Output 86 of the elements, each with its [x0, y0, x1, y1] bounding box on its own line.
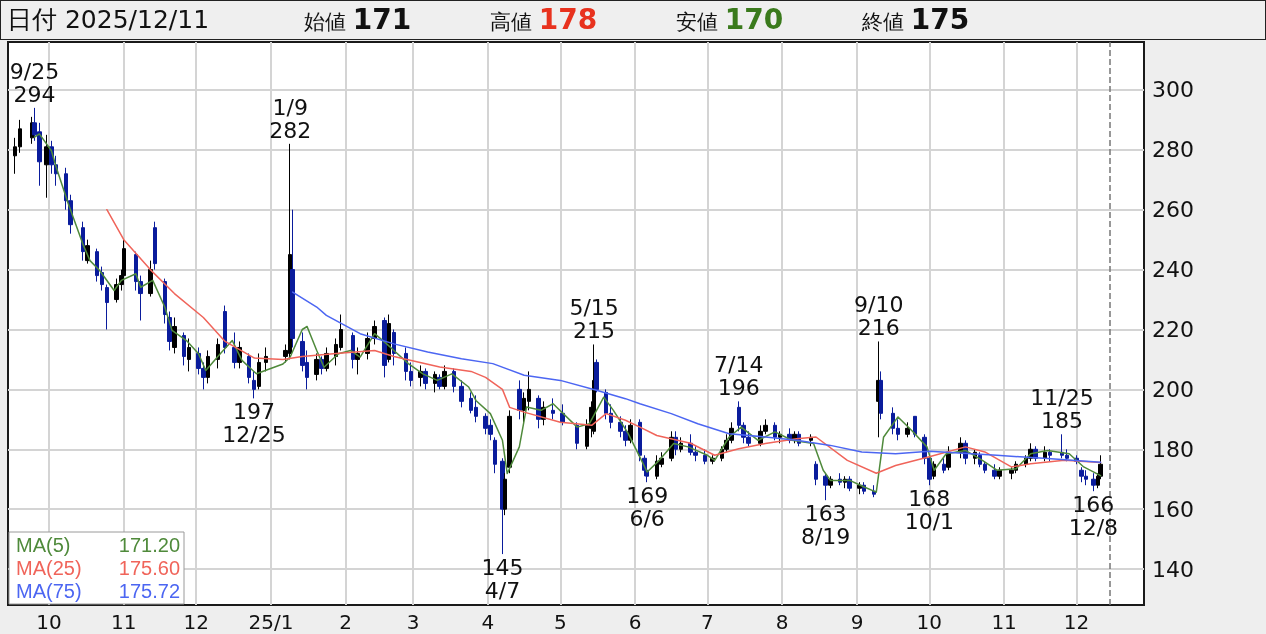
candlestick — [942, 457, 946, 474]
annotation: 7/14 196 — [714, 352, 764, 401]
x-tick-label: 4 — [481, 610, 495, 634]
candlestick — [905, 421, 910, 438]
candlestick — [351, 331, 355, 369]
annotation: 197 12/25 — [222, 399, 286, 448]
candlestick — [1043, 445, 1047, 462]
x-tick-label: 7 — [701, 610, 714, 634]
annotation: 175.60 — [118, 557, 180, 579]
x-tick-label: 11 — [111, 610, 137, 634]
y-tick-label: 280 — [1152, 137, 1194, 163]
candlestick — [187, 337, 191, 372]
candlestick — [442, 364, 447, 390]
annotation: 175.72 — [118, 580, 180, 602]
candlestick — [1091, 472, 1096, 492]
annotation: 169 6/6 — [626, 483, 669, 532]
candlestick — [1079, 466, 1084, 483]
x-tick-label: 6 — [628, 610, 642, 634]
candlestick — [575, 421, 579, 450]
x-tick-label: 5 — [553, 610, 567, 634]
chart-title: 日付 2025/12/11 — [7, 4, 210, 36]
candlestick — [594, 358, 599, 393]
text: MA(25) — [16, 557, 82, 579]
text: 終値 175 — [862, 3, 970, 36]
annotation: 166 12/8 — [1068, 492, 1119, 541]
candlestick — [517, 379, 522, 420]
candlestick — [257, 352, 261, 390]
candlestick — [507, 409, 512, 474]
text: MA(5) — [16, 534, 71, 556]
annotation: 163 8/19 — [800, 501, 851, 550]
candlestick — [703, 448, 707, 465]
candlestick — [264, 346, 268, 372]
y-tick-label: 200 — [1152, 376, 1194, 402]
candlestick — [206, 349, 210, 384]
candlestick — [172, 317, 177, 354]
y-tick-label: 300 — [1152, 77, 1194, 103]
x-tick-label: 25/1 — [248, 610, 294, 634]
annotation: 11/25 185 — [1030, 385, 1094, 434]
x-tick-label: 10 — [916, 610, 943, 634]
candlestick — [638, 418, 642, 462]
candlestick — [44, 134, 49, 199]
candlestick — [992, 463, 997, 480]
x-tick-label: 8 — [775, 610, 789, 634]
annotation: 9/10 216 — [853, 292, 904, 341]
y-tick-label: 260 — [1152, 197, 1194, 223]
y-tick-label: 160 — [1152, 496, 1194, 522]
annotation: 1/9 282 — [269, 94, 312, 143]
candlestick — [913, 415, 917, 438]
x-tick-label: 12 — [183, 610, 209, 634]
x-tick-label: 10 — [36, 610, 62, 634]
x-tick-label: 2 — [339, 610, 353, 634]
annotation: 9/25 294 — [9, 58, 60, 107]
candlestick — [314, 352, 319, 381]
candlestick — [459, 379, 464, 408]
candlestick — [232, 331, 237, 369]
text: 始値 171 — [304, 3, 412, 36]
candlestick — [252, 370, 256, 399]
candlestick — [182, 331, 186, 366]
annotation: 145 4/7 — [481, 555, 524, 604]
y-tick-label: 140 — [1152, 556, 1194, 582]
text: 安値 170 — [676, 3, 784, 36]
candlestick — [823, 472, 828, 501]
text: MA(75) — [16, 580, 82, 602]
candlestick — [153, 221, 157, 271]
y-tick-label: 240 — [1152, 257, 1194, 283]
candlestick — [247, 352, 251, 384]
x-tick-label: 3 — [406, 610, 420, 634]
candlestick — [503, 472, 507, 516]
annotation: 5/15 215 — [569, 295, 619, 344]
y-tick-label: 180 — [1152, 436, 1194, 462]
annotation: 168 10/1 — [904, 486, 955, 535]
line-series — [291, 291, 1102, 463]
candlestick — [551, 397, 555, 420]
candlestick — [493, 436, 497, 474]
x-tick-label: 12 — [1063, 610, 1090, 634]
annotation: 171.20 — [118, 534, 180, 556]
candlestick — [1048, 448, 1052, 462]
x-tick-label: 9 — [850, 610, 864, 634]
candlestick — [879, 370, 883, 420]
candlestick — [223, 305, 227, 354]
text: 高値 178 — [490, 3, 598, 36]
candlestick — [105, 284, 109, 330]
candlestick — [814, 460, 818, 486]
x-tick-label: 11 — [991, 610, 1017, 634]
y-tick-label: 220 — [1152, 316, 1194, 342]
candlestick — [290, 209, 295, 348]
